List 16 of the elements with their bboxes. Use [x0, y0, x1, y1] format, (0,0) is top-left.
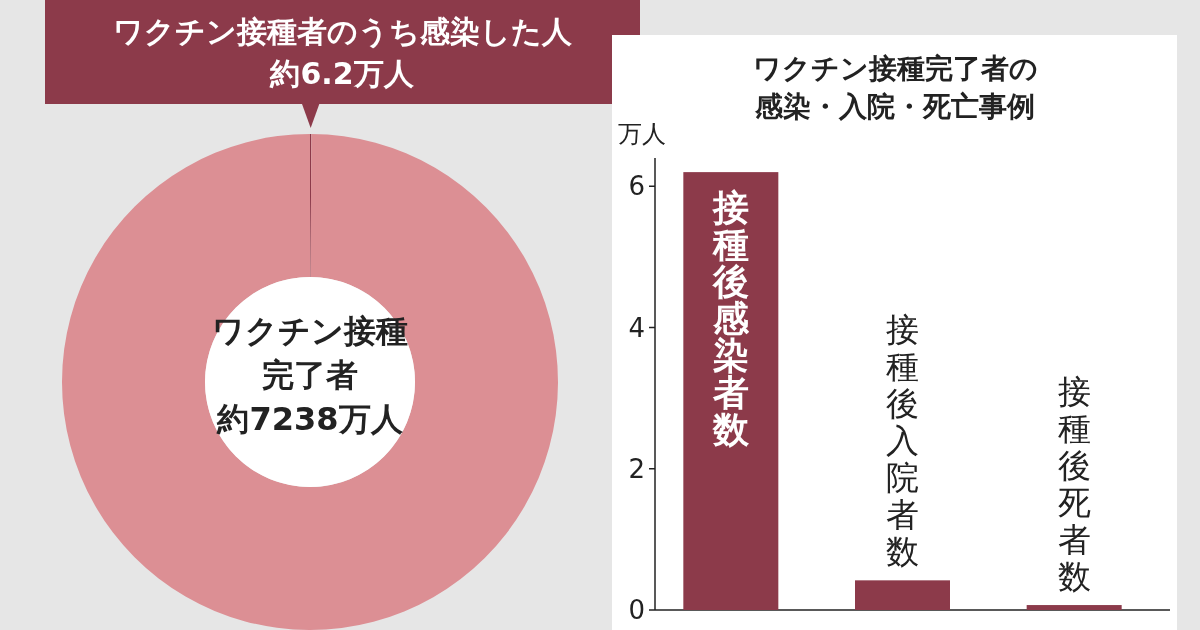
y-axis-title: 万人 — [618, 120, 666, 148]
data-label: 約6.2万人 — [269, 56, 415, 91]
data-label: 約7238万人 — [216, 400, 404, 438]
x-tick-label: 接種後入院者数 — [886, 310, 919, 572]
bar — [1026, 605, 1122, 610]
y-tick-label: 2 — [628, 453, 645, 484]
slice-label: ワクチン接種完了者 — [212, 312, 408, 394]
bar — [855, 580, 950, 610]
chart-title: ワクチン接種完了者の感染・入院・死亡事例 — [752, 52, 1038, 123]
slice-label: ワクチン接種者のうち感染した人 — [112, 14, 573, 49]
x-tick-label: 接種後死者数 — [1057, 372, 1091, 597]
y-tick-label: 6 — [628, 171, 645, 202]
donut-slice — [62, 134, 558, 630]
y-tick-label: 4 — [628, 312, 645, 343]
x-tick-label: 接種後感染者数 — [711, 187, 750, 451]
y-tick-label: 0 — [628, 595, 645, 625]
